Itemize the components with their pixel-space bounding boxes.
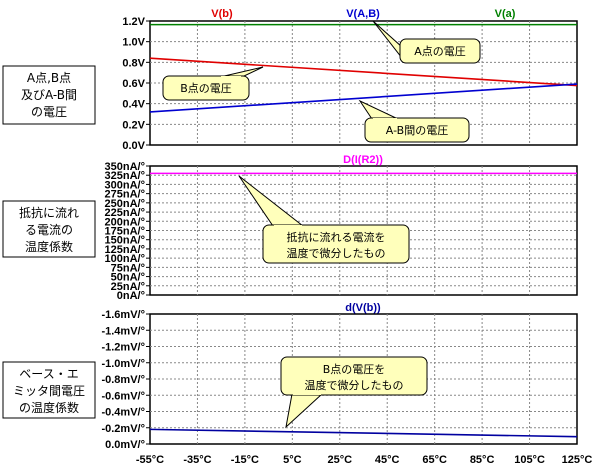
side-label-line: ベース・エ	[19, 367, 78, 381]
y-tick-label: 0.4V	[122, 99, 145, 111]
note-ab-voltage: A-B間の電圧	[358, 99, 470, 143]
side-label-line: る電流の	[25, 223, 73, 237]
x-tick-label: 5°C	[283, 454, 302, 466]
y-tick-label: 25nA/°	[111, 281, 145, 293]
y-tick-label: 150nA/°	[105, 235, 145, 247]
side-label-line: 抵抗に流れ	[19, 205, 79, 220]
y-tick-label: 75nA/°	[111, 262, 145, 274]
side-label-line: ミッタ間電圧	[13, 384, 85, 398]
y-tick-label: -1.0mV/°	[101, 358, 145, 370]
y-tick-label: 0.0mV/°	[105, 439, 145, 451]
side-label-box	[2, 200, 96, 258]
callout-text: 温度で微分したもの	[305, 378, 404, 392]
note-b-voltage: B点の電圧	[162, 66, 264, 101]
series-title: d(V(b))	[345, 302, 381, 314]
callout-box	[162, 75, 250, 101]
series-line	[149, 83, 578, 113]
side-label-line: 及びA-B間	[21, 88, 77, 102]
y-tick-label: -1.4mV/°	[101, 325, 145, 337]
y-tick-label: 325nA/°	[105, 170, 145, 182]
side-label-line: 温度係数	[25, 239, 73, 254]
y-tick-label: 0.0V	[122, 140, 145, 152]
x-tick-label: -15°C	[231, 454, 259, 466]
callout-text: A点の電圧	[414, 45, 466, 58]
callout-box	[399, 38, 481, 64]
y-tick-label: 100nA/°	[105, 253, 145, 265]
y-tick-label: 225nA/°	[105, 207, 145, 219]
y-tick-label: 0.6V	[122, 78, 145, 90]
series-line	[149, 57, 578, 87]
x-tick-label: 105°C	[514, 454, 545, 466]
side-label-line: の温度係数	[19, 400, 79, 415]
y-tick-label: -0.4mV/°	[101, 407, 145, 419]
series-line	[149, 428, 578, 438]
plot-panel-3: 0.0mV/° -0.2mV/° -0.4mV/° -0.6mV/° -0.8mV/° -…	[101, 309, 578, 451]
callout-text: 温度で微分したもの	[287, 246, 386, 260]
y-tick-label: 350nA/°	[105, 161, 145, 173]
callout-text: B点の電圧	[180, 82, 232, 95]
x-tick-label: 45°C	[375, 454, 400, 466]
series-title: V(b)	[211, 8, 233, 20]
y-tick-label: 0.8V	[122, 57, 145, 69]
x-tick-label: 25°C	[327, 454, 352, 466]
side-label-box	[2, 65, 96, 125]
callout-box	[262, 224, 410, 264]
y-tick-label: 175nA/°	[105, 226, 145, 238]
callout-box	[280, 356, 428, 396]
y-tick-label: -1.2mV/°	[101, 342, 145, 354]
callout-box	[364, 117, 470, 143]
y-tick-label: 1.0V	[122, 37, 145, 49]
y-tick-label: 0nA/°	[117, 290, 145, 302]
x-tick-label: 85°C	[470, 454, 495, 466]
y-tick-label: 200nA/°	[105, 216, 145, 228]
y-tick-label: 300nA/°	[105, 179, 145, 191]
series-title: V(A,B)	[346, 8, 380, 20]
y-tick-label: -0.8mV/°	[101, 374, 145, 386]
x-tick-label: -55°C	[136, 454, 164, 466]
note-a-voltage: A点の電圧	[372, 20, 481, 64]
side-label-box	[2, 361, 96, 419]
callout-text: 抵抗に流れる電流を	[287, 230, 386, 244]
series-title: V(a)	[495, 8, 516, 20]
series-title: D(I(R2))	[343, 154, 383, 166]
y-tick-label: -0.6mV/°	[101, 390, 145, 402]
y-tick-label: -0.2mV/°	[101, 423, 145, 435]
y-tick-label: 275nA/°	[105, 189, 145, 201]
y-tick-label: 1.2V	[122, 16, 145, 28]
x-tick-label: 65°C	[422, 454, 447, 466]
side-label-line: の電圧	[31, 105, 67, 119]
y-tick-label: 125nA/°	[105, 244, 145, 256]
x-tick-label: 125°C	[562, 454, 593, 466]
y-tick-label: -1.6mV/°	[101, 309, 145, 321]
y-tick-label: 50nA/°	[111, 272, 145, 284]
y-tick-label: 0.2V	[122, 119, 145, 131]
callout-text: B点の電圧を	[323, 363, 386, 376]
y-tick-label: 250nA/°	[105, 198, 145, 210]
side-label-line: A点,B点	[27, 71, 71, 85]
callout-text: A-B間の電圧	[386, 124, 448, 137]
x-tick-label: -35°C	[183, 454, 211, 466]
